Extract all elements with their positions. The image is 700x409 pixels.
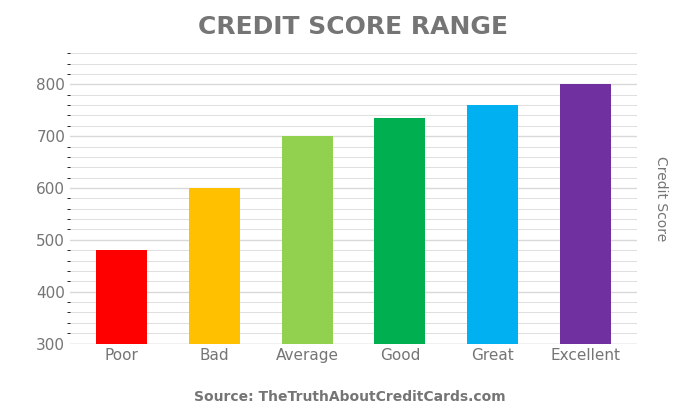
- Bar: [281, 136, 332, 344]
- Title: CREDIT SCORE RANGE: CREDIT SCORE RANGE: [199, 15, 508, 39]
- Bar: [96, 250, 147, 344]
- Bar: [560, 84, 611, 344]
- Y-axis label: Credit Score: Credit Score: [654, 156, 668, 241]
- Bar: [468, 105, 519, 344]
- Bar: [374, 118, 426, 344]
- Text: Source: TheTruthAboutCreditCards.com: Source: TheTruthAboutCreditCards.com: [194, 390, 506, 404]
- Bar: [188, 188, 239, 344]
